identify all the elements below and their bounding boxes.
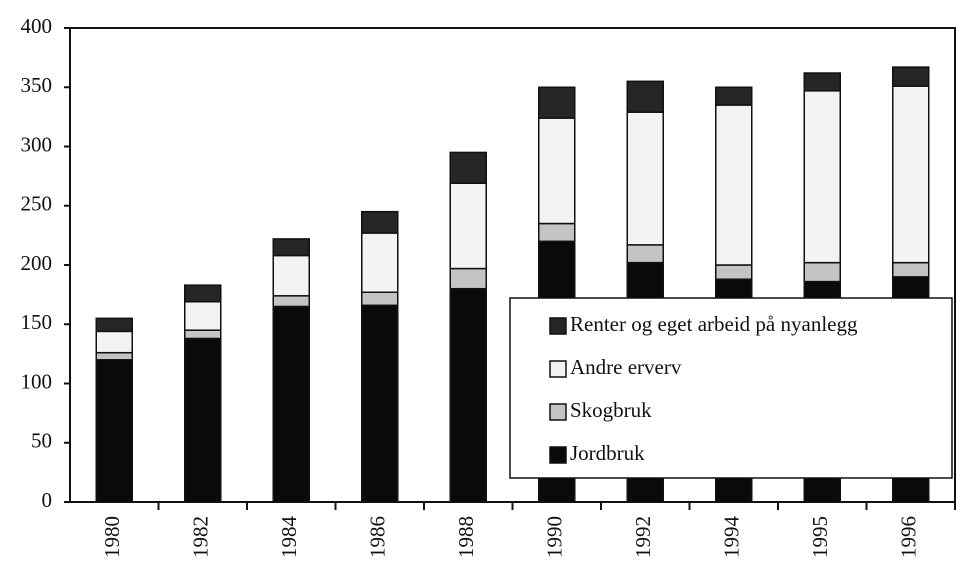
bar-segment xyxy=(95,330,133,354)
bar-segment xyxy=(892,66,930,87)
y-tick-label: 150 xyxy=(21,310,53,334)
bar-segment xyxy=(715,104,753,266)
x-tick-label: 1980 xyxy=(100,516,124,558)
bar-segment xyxy=(803,261,841,283)
bar-segment xyxy=(184,337,222,503)
legend-label: Andre erverv xyxy=(570,355,682,379)
bar-segment xyxy=(95,317,133,333)
bar-segment xyxy=(272,305,310,503)
bar-segment xyxy=(272,238,310,257)
legend-box xyxy=(509,297,953,479)
legend-swatch xyxy=(549,317,567,335)
y-tick-label: 250 xyxy=(21,192,53,216)
bar-segment xyxy=(626,244,664,264)
x-tick-label: 1995 xyxy=(808,516,832,558)
bar-segment xyxy=(626,111,664,246)
legend-swatch xyxy=(549,446,567,464)
y-tick-label: 0 xyxy=(42,488,53,512)
legend-label: Jordbruk xyxy=(570,441,645,465)
bar-segment xyxy=(361,232,399,294)
bar-segment xyxy=(449,267,487,290)
x-tick-label: 1988 xyxy=(454,516,478,558)
x-tick-label: 1986 xyxy=(366,516,390,558)
bar-segment xyxy=(449,182,487,270)
x-tick-label: 1990 xyxy=(543,516,567,558)
y-tick-label: 400 xyxy=(21,14,53,38)
y-tick-label: 350 xyxy=(21,73,53,97)
bar-segment xyxy=(449,151,487,184)
bar-segment xyxy=(803,72,841,92)
bar-segment xyxy=(272,295,310,308)
bar-segment xyxy=(892,261,930,278)
bar-segment xyxy=(538,222,576,243)
legend-swatch xyxy=(549,403,567,421)
x-tick-label: 1982 xyxy=(189,516,213,558)
bar-segment xyxy=(184,284,222,303)
bar-segment xyxy=(184,329,222,340)
bar-segment xyxy=(95,359,133,503)
y-tick-label: 100 xyxy=(21,369,53,393)
bar-segment xyxy=(538,86,576,119)
y-tick-label: 300 xyxy=(21,132,53,156)
bar-segment xyxy=(184,300,222,331)
bar-segment xyxy=(361,210,399,234)
y-tick-label: 200 xyxy=(21,251,53,275)
bar-segment xyxy=(449,287,487,503)
bar-segment xyxy=(626,80,664,113)
bar-segment xyxy=(272,254,310,297)
legend-label: Renter og eget arbeid på nyanlegg xyxy=(570,312,858,336)
x-tick-label: 1996 xyxy=(897,516,921,558)
x-tick-label: 1994 xyxy=(720,516,744,559)
x-tick-label: 1984 xyxy=(277,516,301,559)
bar-segment xyxy=(715,264,753,280)
bar-segment xyxy=(803,90,841,264)
bar-segment xyxy=(538,117,576,225)
legend-swatch xyxy=(549,360,567,378)
bar-segment xyxy=(715,86,753,106)
x-tick-label: 1992 xyxy=(631,516,655,558)
bar-segment xyxy=(892,85,930,264)
bar-segment xyxy=(95,351,133,361)
legend-label: Skogbruk xyxy=(570,398,652,422)
bar-segment xyxy=(361,304,399,503)
bar-segment xyxy=(361,291,399,307)
y-tick-label: 50 xyxy=(31,429,52,453)
